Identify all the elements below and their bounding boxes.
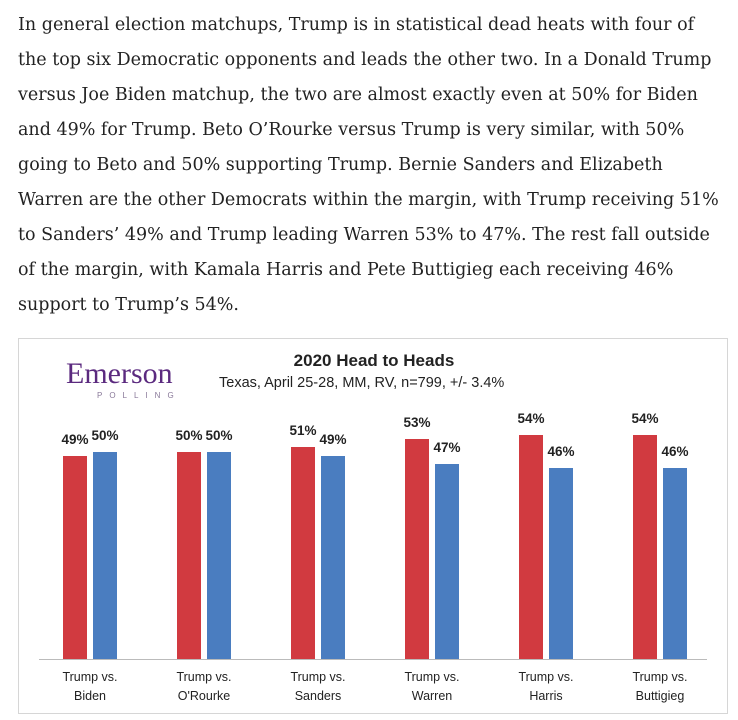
bar [633,434,657,659]
logo: Emerson [66,357,173,390]
value-label: 50% [175,427,203,443]
x-tick-label: Trump vs. O'Rourke [176,670,232,703]
value-label: 54% [631,410,659,426]
bar [321,455,345,659]
x-tick-label: Trump vs. Sanders [290,670,346,703]
bar [291,447,315,659]
value-label: 50% [205,427,233,443]
value-label: 47% [433,439,461,455]
value-label: 50% [91,427,119,443]
value-label: 53% [403,415,431,431]
bar [549,468,573,659]
value-label: 54% [517,410,545,426]
x-tick-label: Trump vs. Biden [62,670,118,703]
value-label: 46% [547,444,575,460]
x-tick-label: Trump vs. Warren [404,670,460,703]
bar [405,439,429,659]
bar [207,451,231,659]
value-label: 49% [319,431,347,447]
bar [177,451,201,659]
bar [519,434,543,659]
baseline [39,659,707,660]
x-tick-label: Trump vs. Harris [518,670,574,703]
chart-title: 2020 Head to Heads [293,351,455,370]
value-label: 46% [661,444,689,460]
logo-tagline: POLLING [97,391,181,400]
chart-subtitle: Texas, April 25-28, MM, RV, n=799, +/- 3… [219,375,505,391]
paragraph: In general election matchups, Trump is i… [18,15,719,315]
value-label: 49% [61,431,89,447]
bar [93,451,117,659]
bar [63,455,87,659]
value-label: 51% [289,423,317,439]
bar [435,463,459,659]
x-tick-label: Trump vs. Buttigieg [632,670,688,703]
bar [663,468,687,659]
chart: Emerson POLLING 2020 Head to Heads Texas… [18,338,728,714]
